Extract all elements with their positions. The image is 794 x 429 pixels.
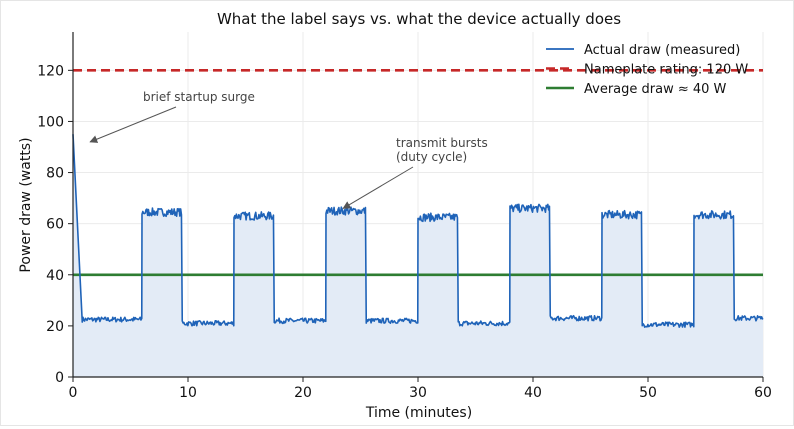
legend-label: Actual draw (measured) <box>584 43 740 58</box>
x-axis-label: Time (minutes) <box>365 405 472 421</box>
y-tick-label: 0 <box>55 370 64 386</box>
annotation-text: (duty cycle) <box>396 150 467 164</box>
x-tick-label: 60 <box>754 385 772 401</box>
chart-title: What the label says vs. what the device … <box>217 10 621 28</box>
x-tick-label: 30 <box>409 385 427 401</box>
x-tick-label: 20 <box>294 385 312 401</box>
annotation-arrow <box>89 106 177 143</box>
legend-label: Average draw ≈ 40 W <box>584 82 727 97</box>
annotation-text: transmit bursts <box>396 136 488 150</box>
axes: 0 10 20 30 40 50 60 0 20 40 60 80 100 120 <box>37 32 772 401</box>
legend-label: Nameplate rating: 120 W <box>584 63 748 78</box>
annotation-text: brief startup surge <box>143 90 255 104</box>
annotation-arrow <box>342 166 414 209</box>
x-tick-label: 0 <box>69 385 78 401</box>
x-tick-label: 10 <box>179 385 197 401</box>
x-tick-label: 40 <box>524 385 542 401</box>
legend: Actual draw (measured) Nameplate rating: … <box>546 43 748 97</box>
series-layer <box>72 134 764 328</box>
y-tick-label: 20 <box>46 319 64 335</box>
measured-draw-line <box>72 134 764 328</box>
y-tick-label: 40 <box>46 268 64 284</box>
y-tick-label: 80 <box>46 166 64 182</box>
y-tick-label: 120 <box>37 63 64 79</box>
y-axis-label: Power draw (watts) <box>18 137 34 272</box>
y-tick-label: 100 <box>37 114 64 130</box>
annotations: brief startup surge transmit bursts(duty … <box>89 90 488 209</box>
y-tick-label: 60 <box>46 217 64 233</box>
x-tick-label: 50 <box>639 385 657 401</box>
